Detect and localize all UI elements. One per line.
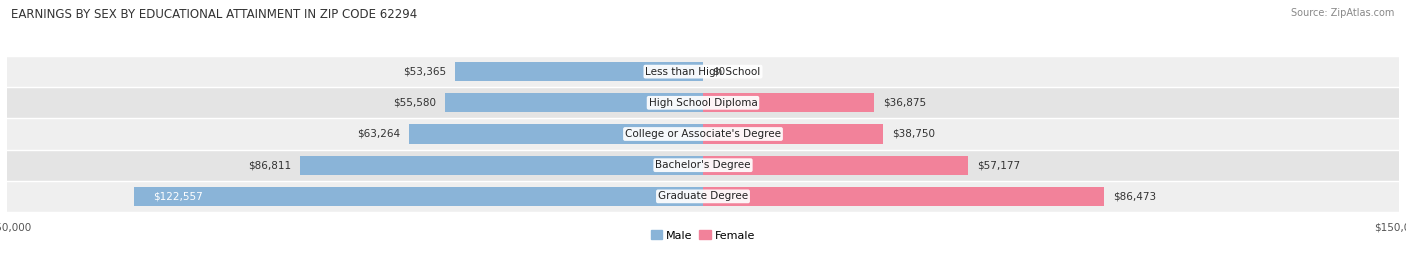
Bar [7,56,1399,87]
Text: $63,264: $63,264 [357,129,401,139]
Text: Source: ZipAtlas.com: Source: ZipAtlas.com [1291,8,1395,18]
Bar [301,155,703,175]
Bar [135,187,703,206]
Text: $38,750: $38,750 [891,129,935,139]
Bar [703,187,1104,206]
Text: High School Diploma: High School Diploma [648,98,758,108]
Bar [7,181,1399,212]
Text: Less than High School: Less than High School [645,67,761,77]
Bar [7,118,1399,150]
Bar [7,150,1399,181]
Bar [409,124,703,144]
Bar [703,155,969,175]
Text: $0: $0 [713,67,725,77]
Text: $36,875: $36,875 [883,98,927,108]
Text: Bachelor's Degree: Bachelor's Degree [655,160,751,170]
Text: $122,557: $122,557 [153,191,202,201]
Bar [7,87,1399,118]
Bar [703,93,875,113]
Legend: Male, Female: Male, Female [647,226,759,245]
Text: $86,811: $86,811 [247,160,291,170]
Text: $53,365: $53,365 [404,67,446,77]
Text: $55,580: $55,580 [392,98,436,108]
Text: College or Associate's Degree: College or Associate's Degree [626,129,780,139]
Text: $86,473: $86,473 [1114,191,1157,201]
Bar [703,124,883,144]
Text: Graduate Degree: Graduate Degree [658,191,748,201]
Text: $57,177: $57,177 [977,160,1021,170]
Text: EARNINGS BY SEX BY EDUCATIONAL ATTAINMENT IN ZIP CODE 62294: EARNINGS BY SEX BY EDUCATIONAL ATTAINMEN… [11,8,418,21]
Bar [456,62,703,81]
Bar [446,93,703,113]
